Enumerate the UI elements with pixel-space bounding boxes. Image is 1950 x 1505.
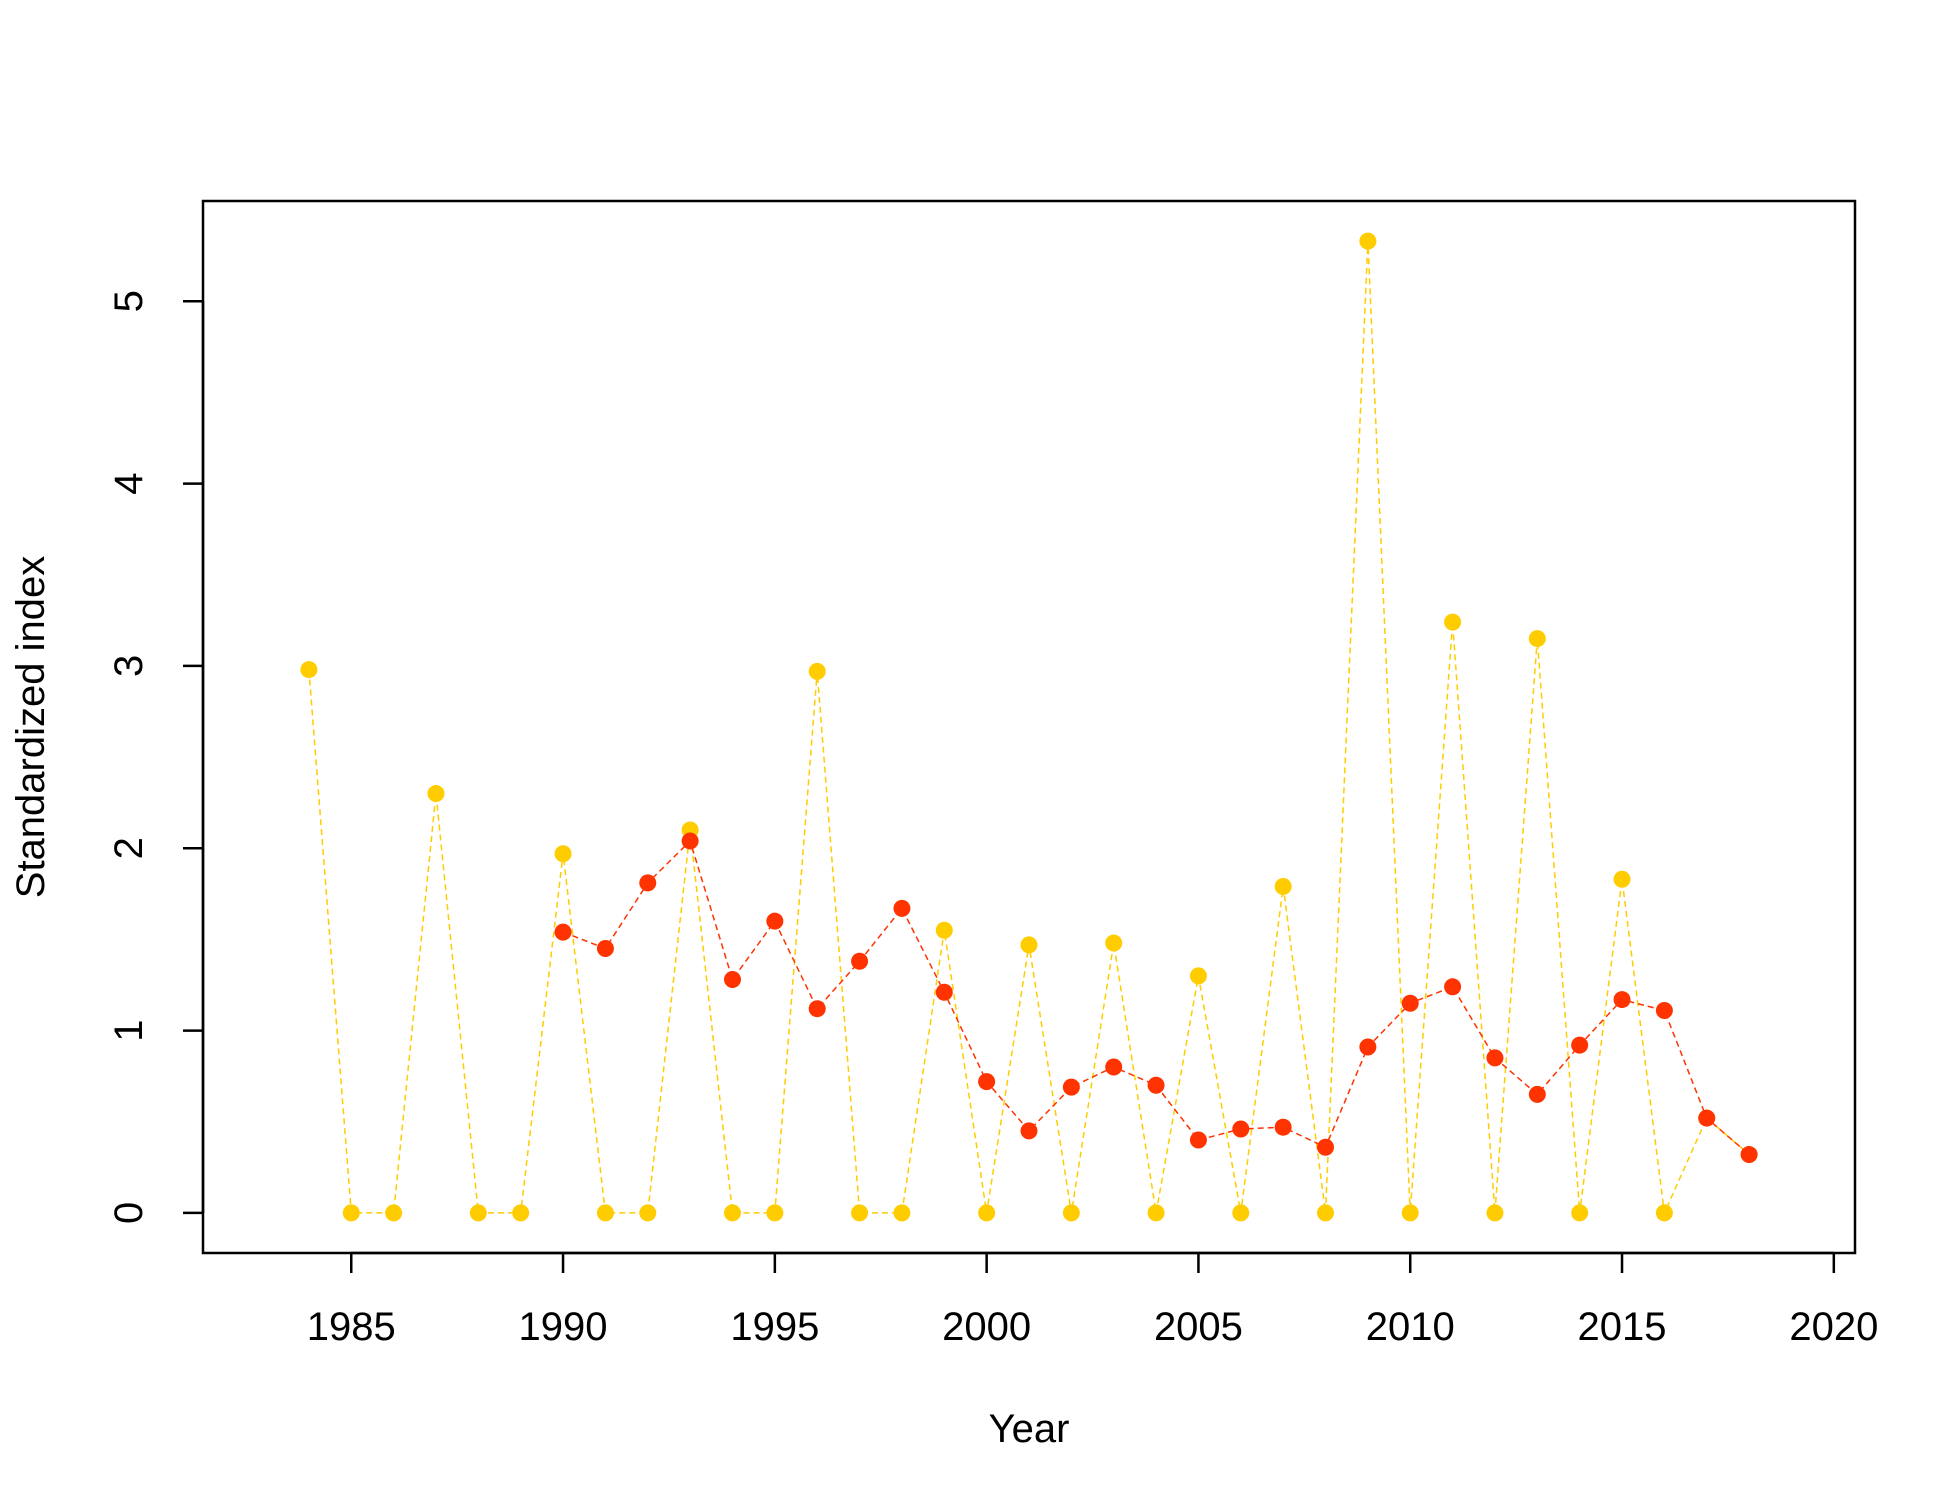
data-point xyxy=(1189,967,1207,985)
data-point xyxy=(1613,870,1631,888)
data-point xyxy=(639,874,657,892)
y-tick-label: 0 xyxy=(107,1202,151,1224)
x-tick-label: 2005 xyxy=(1154,1305,1243,1349)
x-tick-label: 2010 xyxy=(1366,1305,1455,1349)
data-point xyxy=(893,1204,911,1222)
data-point xyxy=(1740,1146,1758,1164)
data-point xyxy=(1317,1138,1335,1156)
data-point xyxy=(1147,1204,1165,1222)
data-point xyxy=(596,940,614,958)
data-point xyxy=(851,1204,869,1222)
x-tick-label: 2020 xyxy=(1789,1305,1878,1349)
series-1 xyxy=(300,232,1758,1222)
data-point xyxy=(554,845,572,863)
data-point xyxy=(1189,1131,1207,1149)
series-layer xyxy=(300,232,1758,1222)
data-point xyxy=(512,1204,530,1222)
data-point xyxy=(893,899,911,917)
series-line xyxy=(308,241,1750,1216)
data-point xyxy=(1401,994,1419,1012)
data-point xyxy=(554,923,572,941)
x-tick-label: 1985 xyxy=(307,1305,396,1349)
data-point xyxy=(1528,1085,1546,1103)
y-tick-label: 5 xyxy=(107,290,151,312)
y-axis-label: Standardized index xyxy=(9,556,53,898)
data-point xyxy=(639,1204,657,1222)
data-point xyxy=(1062,1078,1080,1096)
data-point xyxy=(808,662,826,680)
data-point xyxy=(1147,1076,1165,1094)
data-point xyxy=(1317,1204,1335,1222)
data-point xyxy=(1613,991,1631,1009)
data-point xyxy=(1655,1204,1673,1222)
data-point xyxy=(978,1073,996,1091)
data-point xyxy=(1444,613,1462,631)
data-point xyxy=(978,1204,996,1222)
data-point xyxy=(1401,1204,1419,1222)
series-2 xyxy=(554,832,1758,1164)
data-point xyxy=(1571,1036,1589,1054)
data-point xyxy=(808,1000,826,1018)
data-point xyxy=(596,1204,614,1222)
data-point xyxy=(1571,1204,1589,1222)
data-point xyxy=(1486,1204,1504,1222)
data-point xyxy=(1274,878,1292,896)
data-point xyxy=(342,1204,360,1222)
y-axis: 0 1 2 3 4 5 xyxy=(107,290,205,1224)
data-point xyxy=(1232,1120,1250,1138)
x-axis: 1985 1990 1995 2000 2005 2010 2015 2020 xyxy=(307,1251,1878,1349)
data-point xyxy=(723,971,741,989)
data-point xyxy=(1062,1204,1080,1222)
data-point xyxy=(427,785,445,803)
data-point xyxy=(1105,934,1123,952)
data-point xyxy=(935,983,953,1001)
y-tick-label: 4 xyxy=(107,472,151,494)
data-point xyxy=(300,661,318,679)
data-point xyxy=(851,952,869,970)
data-point xyxy=(681,832,699,850)
data-point xyxy=(1359,232,1377,250)
y-tick-label: 3 xyxy=(107,655,151,677)
data-point xyxy=(766,1204,784,1222)
x-tick-label: 2015 xyxy=(1578,1305,1667,1349)
data-point xyxy=(1020,1122,1038,1140)
x-axis-label: Year xyxy=(989,1407,1070,1451)
data-point xyxy=(723,1204,741,1222)
data-point xyxy=(1020,936,1038,954)
x-tick-label: 1990 xyxy=(519,1305,608,1349)
data-point xyxy=(1528,630,1546,648)
y-tick-label: 2 xyxy=(107,837,151,859)
data-point xyxy=(469,1204,487,1222)
data-point xyxy=(1359,1038,1377,1056)
data-point xyxy=(385,1204,403,1222)
data-point xyxy=(1444,978,1462,996)
plot-frame xyxy=(201,199,1857,1255)
data-point xyxy=(1655,1002,1673,1020)
data-point xyxy=(935,921,953,939)
data-point xyxy=(766,912,784,930)
data-point xyxy=(1232,1204,1250,1222)
data-point xyxy=(1274,1118,1292,1136)
x-tick-label: 2000 xyxy=(942,1305,1031,1349)
y-tick-label: 1 xyxy=(107,1019,151,1041)
data-point xyxy=(1698,1109,1716,1127)
x-tick-label: 1995 xyxy=(730,1305,819,1349)
data-point xyxy=(1105,1058,1123,1076)
data-point xyxy=(1486,1049,1504,1067)
